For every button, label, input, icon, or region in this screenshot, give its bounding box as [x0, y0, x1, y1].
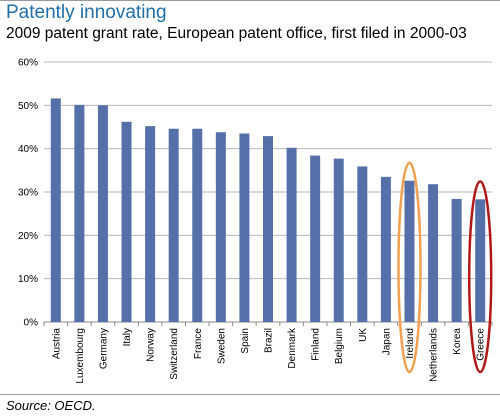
source-rule — [0, 394, 500, 395]
bar — [451, 198, 462, 322]
bar — [333, 158, 344, 322]
x-tick-label: Germany — [98, 328, 109, 369]
x-tick-label: Netherlands — [429, 328, 440, 382]
y-tick-label: 40% — [18, 144, 38, 155]
bar — [286, 147, 297, 322]
bar — [475, 199, 486, 322]
bar — [145, 126, 156, 322]
y-tick-label: 10% — [18, 274, 38, 285]
x-tick-label: Belgium — [334, 328, 345, 364]
x-tick-label: Switzerland — [169, 328, 180, 380]
bar — [121, 121, 132, 322]
x-tick-label: Finland — [311, 328, 322, 361]
bar — [263, 136, 273, 322]
y-tick-label: 60% — [18, 58, 38, 69]
x-tick-label: Ireland — [405, 328, 416, 359]
x-tick-label: Brazil — [264, 328, 275, 353]
y-tick-label: 50% — [18, 101, 38, 112]
y-tick-label: 0% — [24, 318, 39, 329]
bar — [404, 180, 415, 322]
x-tick-label: Spain — [240, 328, 251, 354]
bar — [50, 98, 61, 323]
y-tick-label: 30% — [18, 188, 38, 199]
bar — [74, 104, 85, 323]
bar — [380, 176, 391, 322]
bar — [97, 105, 108, 322]
bar — [239, 133, 250, 322]
x-tick-label: Sweden — [216, 328, 227, 364]
bar — [310, 155, 321, 322]
chart-subtitle: 2009 patent grant rate, European patent … — [6, 25, 467, 42]
x-tick-label: Italy — [122, 328, 133, 346]
x-tick-label: Norway — [146, 328, 157, 362]
x-tick-label: Greece — [476, 328, 487, 361]
highlight-ellipse — [397, 161, 422, 374]
y-tick-label: 20% — [18, 231, 38, 242]
x-tick-label: Korea — [452, 328, 463, 355]
highlight-ellipse — [467, 180, 493, 374]
top-rule — [0, 0, 500, 1]
bar — [428, 184, 439, 322]
bar — [192, 128, 203, 322]
x-tick-label: UK — [358, 328, 369, 342]
bar — [215, 132, 226, 322]
x-tick-label: Denmark — [287, 327, 298, 369]
x-tick-label: Austria — [51, 328, 62, 360]
x-tick-label: France — [193, 328, 204, 360]
source-note: Source: OECD. — [6, 398, 96, 413]
bar — [357, 166, 368, 322]
bar — [168, 128, 179, 322]
x-tick-label: Japan — [381, 328, 392, 355]
chart-title: Patently innovating — [6, 2, 167, 23]
x-tick-label: Luxembourg — [75, 328, 86, 384]
